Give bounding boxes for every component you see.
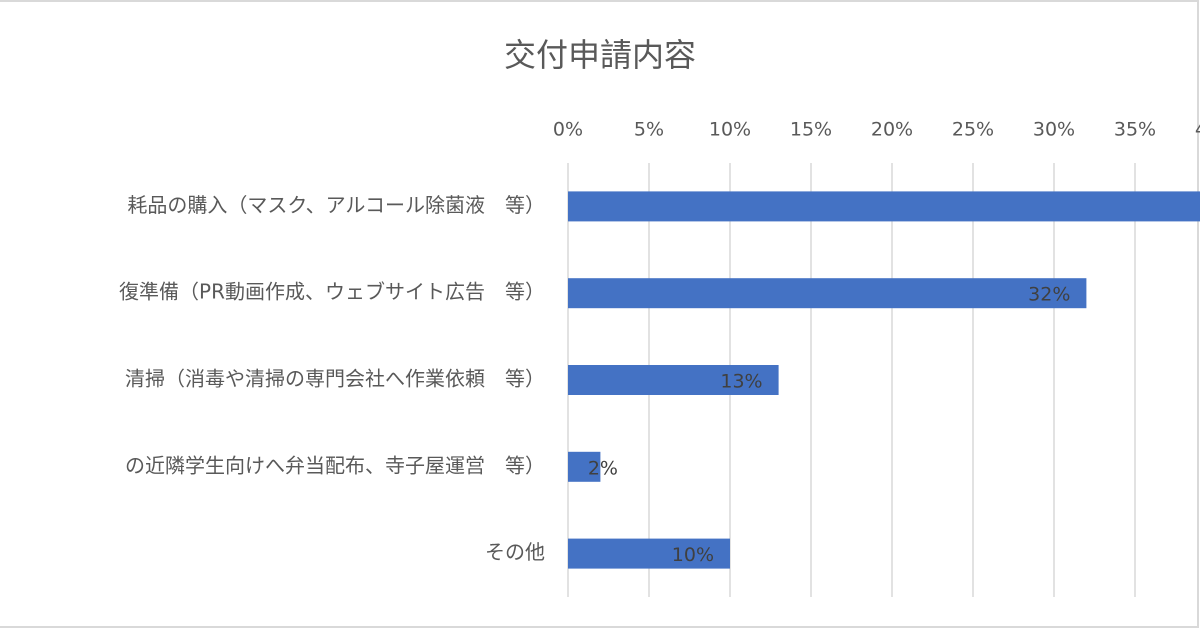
y-tick-label: その他 [485,540,545,564]
x-tick-label: 20% [871,119,913,141]
x-tick-label: 0% [553,119,583,141]
bar [568,278,1087,309]
bar [568,191,1200,222]
x-tick-label: 35% [1114,119,1156,141]
x-tick-label: 30% [1033,119,1075,141]
x-tick-label: 15% [790,119,832,141]
bar [568,365,779,395]
y-tick-label: 耗品の購入（マスク、アルコール除菌液 等） [127,193,545,217]
data-label: 13% [720,371,762,393]
bar [568,451,601,482]
data-label: 2% [588,457,618,479]
x-tick-label: 40% [1195,119,1200,141]
x-tick-label: 5% [634,119,664,141]
data-label: 32% [1028,284,1070,306]
x-tick-label: 10% [709,119,751,141]
data-label: 10% [672,544,714,566]
bar [568,538,730,569]
y-tick-label: 復準備（PR動画作成、ウェブサイト広告 等） [119,280,545,304]
y-tick-label: 清掃（消毒や清掃の専門会社へ作業依頼 等） [125,367,545,391]
chart-title: 交付申請内容 [504,36,696,74]
y-tick-label: の近隣学生向けへ弁当配布、寺子屋運営 等） [125,453,545,477]
x-tick-label: 25% [952,119,994,141]
